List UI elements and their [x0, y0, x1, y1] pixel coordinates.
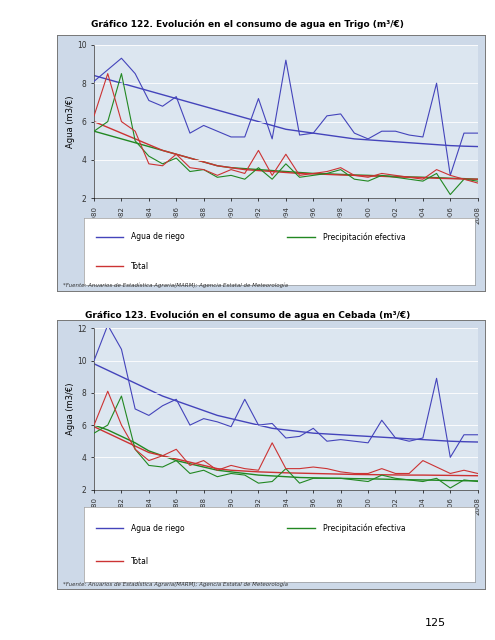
Text: 125: 125 — [425, 618, 446, 628]
Text: *Fuente: Anuarios de Estadística Agraria(MARM); Agencia Estatal de Meteorología: *Fuente: Anuarios de Estadística Agraria… — [63, 581, 288, 587]
Text: *Fuente: Anuarios de Estadística Agraria(MARM); Agencia Estatal de Meteorología: *Fuente: Anuarios de Estadística Agraria… — [63, 282, 288, 288]
Text: Precipitación efectiva: Precipitación efectiva — [323, 232, 405, 242]
Y-axis label: Agua (m3/€): Agua (m3/€) — [66, 95, 75, 148]
Text: Precipitación efectiva: Precipitación efectiva — [323, 524, 405, 533]
X-axis label: Campaña: Campaña — [264, 521, 307, 530]
Text: Gráfico 122. Evolución en el consumo de agua en Trigo (m³/€): Gráfico 122. Evolución en el consumo de … — [91, 19, 404, 29]
Text: Total: Total — [131, 557, 149, 566]
Text: Agua de riego: Agua de riego — [131, 524, 185, 532]
Text: Agua de riego: Agua de riego — [131, 232, 185, 241]
Text: Total: Total — [131, 262, 149, 271]
Text: Gráfico 123. Evolución en el consumo de agua en Cebada (m³/€): Gráfico 123. Evolución en el consumo de … — [85, 310, 410, 320]
X-axis label: Campaña: Campaña — [264, 230, 307, 239]
Y-axis label: Agua (m3/€): Agua (m3/€) — [66, 383, 75, 435]
